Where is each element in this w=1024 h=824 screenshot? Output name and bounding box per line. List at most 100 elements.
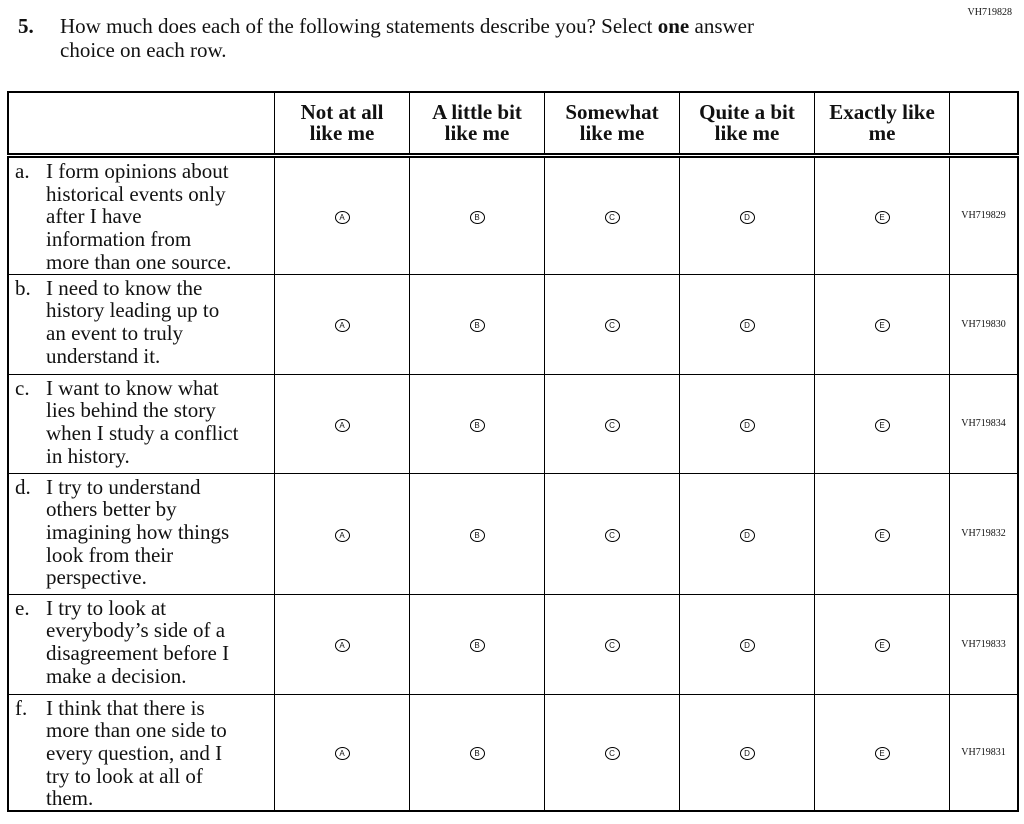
answer-bubble[interactable]: E [874, 747, 890, 761]
column-header-line: like me [444, 121, 510, 145]
item-code: VH719828 [967, 7, 1012, 18]
statement-line: make a decision. [46, 663, 187, 688]
statement-line: in history. [46, 443, 130, 468]
statement-text: I form opinions about historical events o… [9, 158, 274, 274]
statement-line: information from [46, 227, 192, 252]
statement-line: an event to truly [46, 320, 184, 345]
answer-bubble[interactable]: D [739, 210, 755, 224]
statement-letter: a. [15, 159, 30, 183]
option-cell: A [274, 373, 410, 474]
option-cell: A [274, 693, 410, 812]
answer-bubble[interactable]: E [874, 528, 890, 542]
item-code: VH719830 [949, 273, 1019, 375]
column-header: Not at all like me [274, 91, 410, 158]
option-cell: D [679, 373, 815, 474]
statement-line: I think that there is [46, 695, 205, 720]
column-header-line: Exactly like [829, 100, 935, 124]
answer-bubble[interactable]: A [334, 639, 350, 653]
statement-line: everybody’s side of a [46, 618, 226, 643]
answer-bubble[interactable]: E [874, 319, 890, 333]
option-cell: E [814, 155, 950, 275]
statement: f. I think that there is more than one sid… [9, 695, 274, 811]
statement-text: I want to know what lies behind the story… [9, 375, 274, 468]
statement-line: imagining how things [46, 519, 230, 544]
option-cell: C [544, 593, 680, 695]
column-header: Quite a bit like me [679, 91, 815, 158]
question-emphasis: one [657, 14, 690, 38]
answer-bubble[interactable]: C [604, 528, 620, 542]
statement-row: f. I think that there is more than one sid… [7, 693, 1019, 812]
column-header-line: Not at all [300, 100, 384, 124]
answer-bubble[interactable]: B [469, 528, 485, 542]
statement-letter: d. [15, 474, 31, 499]
answer-bubble[interactable]: E [874, 210, 890, 224]
statement-line: disagreement before I [46, 640, 230, 665]
answer-bubble[interactable]: C [604, 210, 620, 224]
answer-bubble[interactable]: C [604, 418, 620, 432]
statement-cell: b. I need to know the history leading up t… [7, 273, 275, 375]
statement-cell: c. I want to know what lies behind the sto… [7, 373, 275, 474]
item-code: VH719832 [949, 472, 1019, 595]
statement-line: understand it. [46, 343, 161, 368]
answer-bubble[interactable]: C [604, 319, 620, 333]
answer-bubble[interactable]: A [334, 418, 350, 432]
answer-bubble[interactable]: B [469, 210, 485, 224]
statement: c. I want to know what lies behind the sto… [9, 375, 274, 468]
statement-line: every question, and I [46, 740, 223, 765]
option-cell: B [409, 373, 545, 474]
option-cell: D [679, 273, 815, 375]
answer-bubble[interactable]: D [739, 319, 755, 333]
option-cell: E [814, 472, 950, 595]
answer-bubble[interactable]: B [469, 418, 485, 432]
statement-line: I try to understand [46, 474, 201, 499]
answer-bubble[interactable]: C [604, 747, 620, 761]
answer-bubble[interactable]: D [739, 418, 755, 432]
answer-bubble[interactable]: A [334, 528, 350, 542]
column-header-line: Somewhat [565, 100, 659, 124]
header-cell [7, 91, 275, 158]
item-code: VH719833 [949, 593, 1019, 695]
answer-bubble[interactable]: B [469, 747, 485, 761]
answer-bubble[interactable]: A [334, 210, 350, 224]
column-header-line: like me [309, 121, 375, 145]
column-header-line: me [868, 121, 896, 145]
question-text-part: choice on each row. [60, 38, 227, 62]
answer-bubble[interactable]: B [469, 639, 485, 653]
answer-bubble[interactable]: E [874, 639, 890, 653]
option-cell: E [814, 273, 950, 375]
statement-line: historical events only [46, 181, 226, 206]
option-cell: A [274, 593, 410, 695]
statement-row: a. I form opinions about historical events… [7, 155, 1019, 275]
option-cell: C [544, 373, 680, 474]
statement-line: after I have [46, 204, 142, 229]
statement-line: them. [46, 786, 94, 811]
statement-line: I need to know the [46, 275, 203, 300]
question-text-part: How much does each of the following stat… [60, 14, 658, 38]
option-cell: B [409, 155, 545, 275]
answer-bubble[interactable]: A [334, 319, 350, 333]
answer-bubble[interactable]: D [739, 747, 755, 761]
option-cell: C [544, 693, 680, 812]
statement-line: I want to know what [46, 375, 219, 400]
answer-bubble[interactable]: A [334, 747, 350, 761]
answer-bubble[interactable]: C [604, 639, 620, 653]
answer-bubble[interactable]: D [739, 639, 755, 653]
column-header-line: like me [714, 121, 780, 145]
option-cell: A [274, 472, 410, 595]
question-text-part: answer [689, 14, 754, 38]
header-cell [949, 91, 1019, 158]
answer-bubble[interactable]: E [874, 418, 890, 432]
statement-letter: b. [15, 275, 31, 300]
answer-bubble[interactable]: D [739, 528, 755, 542]
statement-letter: c. [15, 375, 30, 400]
option-cell: C [544, 273, 680, 375]
column-header-line: A little bit [432, 100, 522, 124]
option-cell: E [814, 693, 950, 812]
statement-line: try to look at all of [46, 763, 203, 788]
answer-bubble[interactable]: B [469, 319, 485, 333]
option-cell: A [274, 273, 410, 375]
option-cell: A [274, 155, 410, 275]
